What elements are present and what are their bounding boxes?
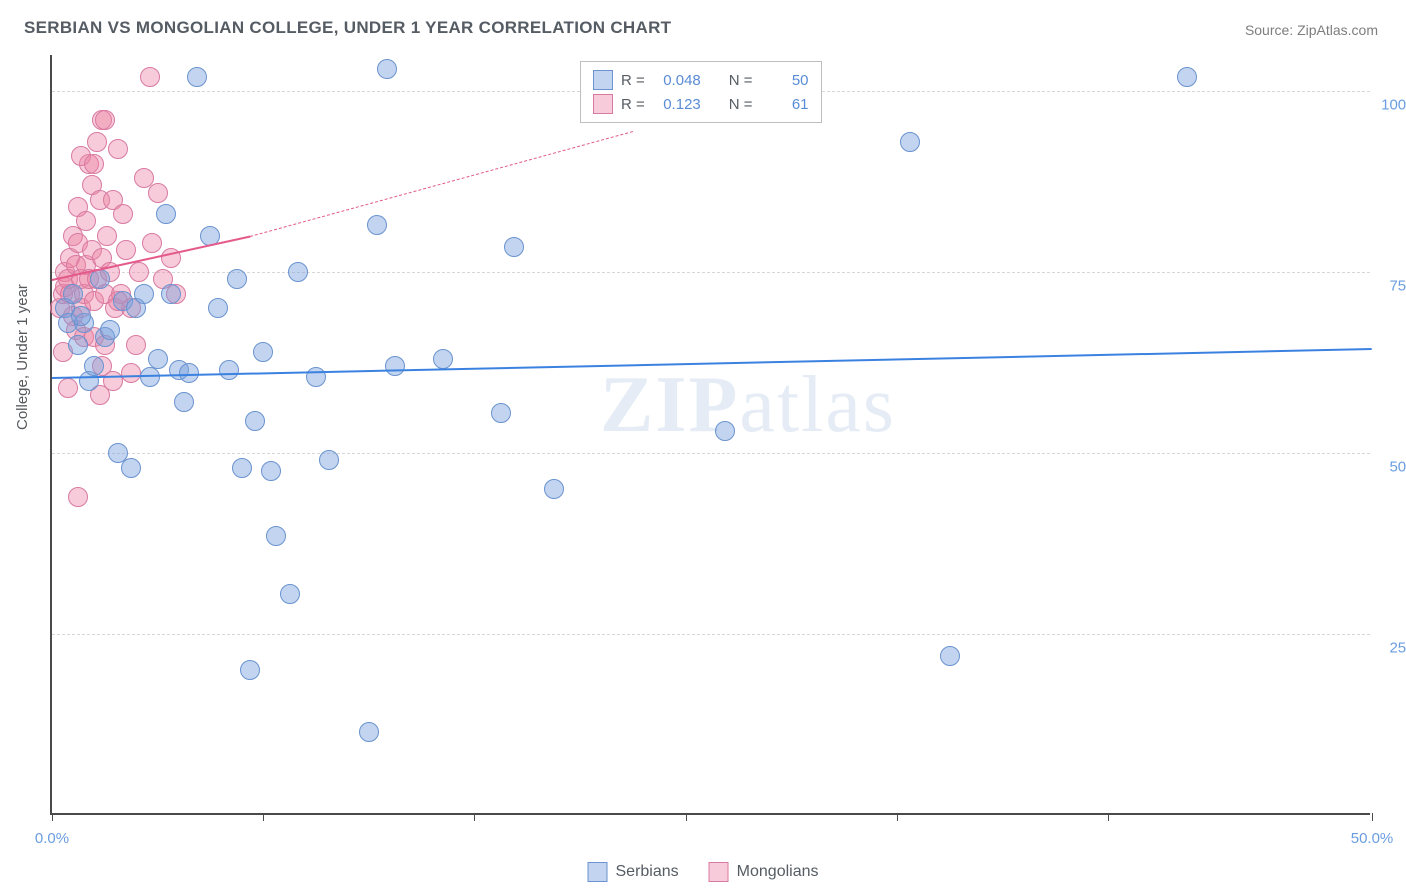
y-tick-label: 50.0%: [1389, 459, 1406, 476]
y-axis-title: College, Under 1 year: [14, 284, 31, 430]
serbian-point: [161, 284, 181, 304]
serbian-point: [156, 204, 176, 224]
x-tick: [686, 813, 687, 821]
gridline: [52, 453, 1370, 454]
serbian-point: [253, 342, 273, 362]
serbian-point: [187, 67, 207, 87]
serbian-point: [433, 349, 453, 369]
x-tick: [474, 813, 475, 821]
swatch-mongolians-icon: [593, 94, 613, 114]
r-value-mongolians: 0.123: [653, 96, 701, 113]
serbian-point: [715, 421, 735, 441]
mongolian-point: [87, 132, 107, 152]
x-tick: [1108, 813, 1109, 821]
mongolian-point: [113, 204, 133, 224]
serbian-point: [219, 360, 239, 380]
r-label: R =: [621, 72, 645, 89]
serbian-point: [377, 59, 397, 79]
serbian-point: [174, 392, 194, 412]
serbian-point: [319, 450, 339, 470]
bottom-legend: Serbians Mongolians: [588, 862, 819, 882]
plot-frame: 25.0%50.0%75.0%100.0%0.0%50.0%R =0.048N …: [50, 55, 1370, 815]
trend-line: [250, 131, 633, 237]
serbian-point: [84, 356, 104, 376]
serbian-point: [232, 458, 252, 478]
serbian-point: [1177, 67, 1197, 87]
x-tick: [1372, 813, 1373, 821]
serbian-point: [121, 458, 141, 478]
serbian-point: [544, 479, 564, 499]
mongolian-point: [95, 110, 115, 130]
swatch-mongolians-icon: [709, 862, 729, 882]
correlation-legend: R = 0.048 N = 50 R = 0.123 N = 61: [580, 61, 822, 123]
serbian-point: [71, 306, 91, 326]
chart-title: SERBIAN VS MONGOLIAN COLLEGE, UNDER 1 YE…: [24, 18, 671, 38]
legend-row-mongolians: R = 0.123 N = 61: [593, 92, 809, 116]
serbian-point: [261, 461, 281, 481]
serbian-point: [385, 356, 405, 376]
n-value-serbians: 50: [761, 72, 809, 89]
mongolian-point: [76, 211, 96, 231]
legend-item-serbians: Serbians: [588, 862, 679, 882]
x-tick-label: 50.0%: [1351, 830, 1394, 847]
y-tick-label: 25.0%: [1389, 640, 1406, 657]
serbian-point: [288, 262, 308, 282]
gridline: [52, 272, 1370, 273]
mongolian-point: [140, 67, 160, 87]
mongolian-point: [121, 363, 141, 383]
trend-line: [52, 348, 1372, 379]
serbian-point: [900, 132, 920, 152]
serbian-point: [280, 584, 300, 604]
legend-label-mongolians: Mongolians: [737, 863, 819, 881]
serbian-point: [359, 722, 379, 742]
mongolian-point: [103, 371, 123, 391]
swatch-serbians-icon: [593, 70, 613, 90]
serbian-point: [245, 411, 265, 431]
legend-row-serbians: R = 0.048 N = 50: [593, 68, 809, 92]
serbian-point: [940, 646, 960, 666]
n-value-mongolians: 61: [761, 96, 809, 113]
r-value-serbians: 0.048: [653, 72, 701, 89]
serbian-point: [367, 215, 387, 235]
r-label: R =: [621, 96, 645, 113]
n-label: N =: [729, 72, 753, 89]
y-tick-label: 75.0%: [1389, 278, 1406, 295]
serbian-point: [504, 237, 524, 257]
mongolian-point: [108, 139, 128, 159]
x-tick: [52, 813, 53, 821]
x-tick: [263, 813, 264, 821]
x-tick: [897, 813, 898, 821]
serbian-point: [266, 526, 286, 546]
swatch-serbians-icon: [588, 862, 608, 882]
serbian-point: [90, 269, 110, 289]
serbian-point: [148, 349, 168, 369]
mongolian-point: [58, 378, 78, 398]
mongolian-point: [142, 233, 162, 253]
gridline: [52, 634, 1370, 635]
x-tick-label: 0.0%: [35, 830, 69, 847]
serbian-point: [100, 320, 120, 340]
serbian-point: [491, 403, 511, 423]
n-label: N =: [729, 96, 753, 113]
mongolian-point: [148, 183, 168, 203]
serbian-point: [140, 367, 160, 387]
serbian-point: [68, 335, 88, 355]
mongolian-point: [126, 335, 146, 355]
plot-area: 25.0%50.0%75.0%100.0%0.0%50.0%R =0.048N …: [52, 55, 1370, 813]
mongolian-point: [116, 240, 136, 260]
y-tick-label: 100.0%: [1381, 97, 1406, 114]
legend-label-serbians: Serbians: [616, 863, 679, 881]
mongolian-point: [129, 262, 149, 282]
serbian-point: [240, 660, 260, 680]
serbian-point: [208, 298, 228, 318]
mongolian-point: [84, 154, 104, 174]
mongolian-point: [68, 487, 88, 507]
serbian-point: [134, 284, 154, 304]
serbian-point: [63, 284, 83, 304]
serbian-point: [227, 269, 247, 289]
mongolian-point: [97, 226, 117, 246]
source-label: Source: ZipAtlas.com: [1245, 22, 1378, 38]
legend-item-mongolians: Mongolians: [709, 862, 819, 882]
